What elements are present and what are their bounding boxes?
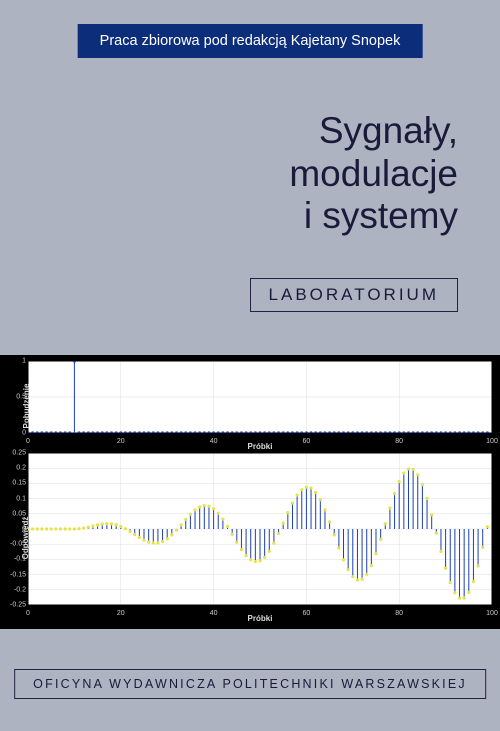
xtick: 40 [210, 610, 218, 617]
xtick: 80 [395, 610, 403, 617]
subtitle-box: LABORATORIUM [250, 278, 458, 312]
xtick: 60 [302, 610, 310, 617]
publisher-box: OFICYNA WYDAWNICZA POLITECHNIKI WARSZAWS… [14, 669, 486, 699]
ytick: 0 [6, 526, 26, 533]
editor-credit-box: Praca zbiorowa pod redakcją Kajetany Sno… [78, 24, 423, 58]
charts-region: Pobudzenie Próbki 0 0.5 1 0 20 40 60 80 100 Odpo… [0, 355, 500, 629]
xtick: 0 [26, 438, 30, 445]
xtick: 100 [486, 438, 498, 445]
ytick: 0.1 [6, 495, 26, 502]
ytick: 0.25 [6, 450, 26, 457]
title-line-1: Sygnały, [289, 110, 458, 153]
ytick: 0.15 [6, 480, 26, 487]
xtick: 80 [395, 438, 403, 445]
title-line-2: modulacje [289, 153, 458, 196]
ytick: 1 [6, 358, 26, 365]
ytick: -0.2 [6, 586, 26, 593]
subtitle-text: LABORATORIUM [269, 285, 439, 304]
ytick: 0.05 [6, 510, 26, 517]
xtick: 20 [117, 438, 125, 445]
xtick: 60 [302, 438, 310, 445]
xlabel-bottom: Próbki [248, 614, 273, 623]
xtick: 100 [486, 610, 498, 617]
ytick: -0.15 [6, 571, 26, 578]
ytick: 0 [6, 430, 26, 437]
xtick: 0 [26, 610, 30, 617]
ytick: 0.5 [6, 394, 26, 401]
publisher-text: OFICYNA WYDAWNICZA POLITECHNIKI WARSZAWS… [33, 677, 467, 691]
ytick: -0.05 [6, 541, 26, 548]
impulse-chart: Pobudzenie Próbki 00.51020406080100 [28, 361, 492, 451]
ytick: 0.2 [6, 465, 26, 472]
ytick: -0.1 [6, 556, 26, 563]
editor-credit-text: Praca zbiorowa pod redakcją Kajetany Sno… [100, 33, 401, 49]
xlabel-top: Próbki [248, 442, 273, 451]
book-title: Sygnały, modulacje i systemy [289, 110, 458, 238]
ylabel-bottom: Odpowiedź [21, 517, 30, 560]
xtick: 40 [210, 438, 218, 445]
title-line-3: i systemy [289, 195, 458, 238]
ylabel-top: Pobudzenie [22, 384, 31, 429]
response-chart: Odpowiedź Próbki -0.25-0.2-0.15-0.1-0.05… [28, 453, 492, 623]
ytick: -0.25 [6, 602, 26, 609]
xtick: 20 [117, 610, 125, 617]
